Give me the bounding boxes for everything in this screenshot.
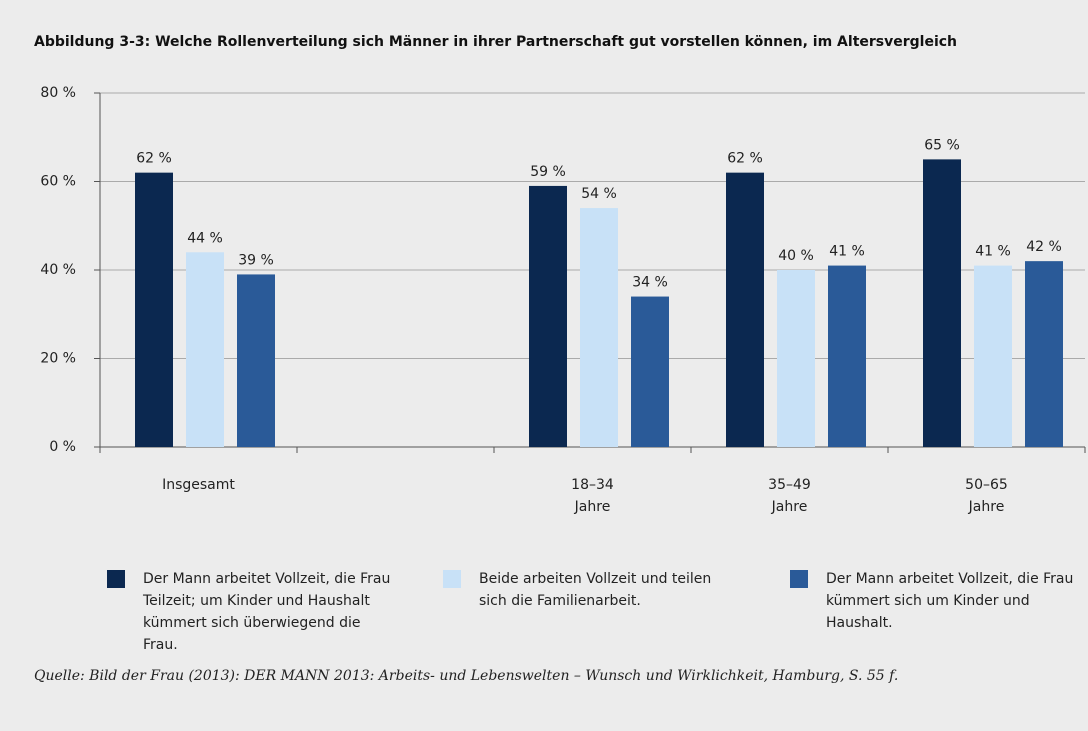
data-label: 54 % — [581, 186, 617, 202]
x-tick-label: Insgesamt — [162, 477, 235, 493]
y-tick-label: 60 % — [40, 174, 76, 190]
y-tick-label: 20 % — [40, 351, 76, 367]
bar — [923, 159, 961, 447]
data-label: 39 % — [238, 252, 274, 268]
bar — [828, 265, 866, 447]
bar — [580, 208, 618, 447]
data-label: 59 % — [530, 164, 566, 180]
data-label: 42 % — [1026, 239, 1062, 255]
data-label: 65 % — [924, 137, 960, 153]
data-label: 62 % — [727, 151, 763, 167]
data-label: 41 % — [829, 244, 865, 260]
data-label: 62 % — [136, 151, 172, 167]
bar — [135, 172, 173, 447]
bar — [777, 270, 815, 447]
y-tick-label: 80 % — [40, 85, 76, 101]
legend-label: Der Mann arbeitet Vollzeit, die Frau küm… — [826, 571, 1074, 631]
bar — [237, 274, 275, 447]
x-tick-label: 18–34 Jahre — [571, 477, 614, 515]
y-tick-label: 40 % — [40, 262, 76, 278]
legend-swatch — [443, 570, 461, 588]
bar — [631, 296, 669, 447]
data-label: 34 % — [632, 275, 668, 291]
bar — [974, 265, 1012, 447]
legend-swatch — [107, 570, 125, 588]
source-note: Quelle: Bild der Frau (2013): DER MANN 2… — [34, 668, 899, 684]
x-tick-label: 35–49 Jahre — [768, 477, 811, 515]
legend-swatch — [790, 570, 808, 588]
data-label: 41 % — [975, 244, 1011, 260]
bar — [726, 172, 764, 447]
data-label: 40 % — [778, 248, 814, 264]
legend-label: Beide arbeiten Vollzeit und teilen sich … — [479, 571, 712, 609]
bar — [186, 252, 224, 447]
bar — [529, 185, 567, 448]
chart-title: Abbildung 3-3: Welche Rollenverteilung s… — [34, 34, 958, 50]
legend-label: Der Mann arbeitet Vollzeit, die Frau Tei… — [143, 571, 391, 653]
x-tick-label: 50–65 Jahre — [965, 477, 1008, 515]
bar — [1025, 261, 1063, 447]
y-tick-label: 0 % — [49, 439, 76, 455]
data-label: 44 % — [187, 230, 223, 246]
